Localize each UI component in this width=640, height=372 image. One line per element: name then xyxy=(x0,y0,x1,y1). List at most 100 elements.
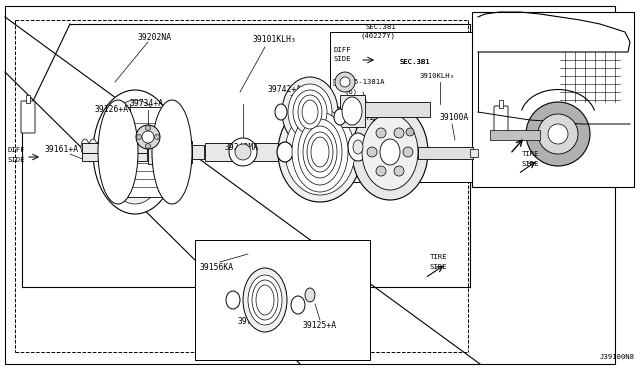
Ellipse shape xyxy=(285,109,355,195)
Ellipse shape xyxy=(376,166,386,176)
Bar xyxy=(205,143,285,161)
Text: 39155KA: 39155KA xyxy=(290,94,324,103)
Text: 08915-1381A: 08915-1381A xyxy=(333,79,385,85)
Text: 39161+A: 39161+A xyxy=(45,145,79,154)
Ellipse shape xyxy=(89,139,97,155)
FancyBboxPatch shape xyxy=(21,101,35,133)
Ellipse shape xyxy=(248,275,282,325)
Text: 39734+A: 39734+A xyxy=(130,99,164,109)
Ellipse shape xyxy=(548,124,568,144)
Text: SIDE: SIDE xyxy=(522,161,540,167)
Bar xyxy=(26,95,30,103)
Ellipse shape xyxy=(298,95,322,129)
Ellipse shape xyxy=(243,268,287,332)
Text: SEC.381: SEC.381 xyxy=(400,59,431,65)
Bar xyxy=(82,153,147,161)
Ellipse shape xyxy=(394,166,404,176)
Bar xyxy=(472,12,634,187)
Text: J39100N8: J39100N8 xyxy=(600,354,635,360)
Ellipse shape xyxy=(376,128,386,138)
Ellipse shape xyxy=(340,77,350,87)
Ellipse shape xyxy=(292,112,348,192)
Ellipse shape xyxy=(229,138,257,166)
Ellipse shape xyxy=(152,100,192,204)
Bar xyxy=(470,149,478,157)
Ellipse shape xyxy=(288,84,332,140)
Text: SEC.3B1: SEC.3B1 xyxy=(400,59,431,65)
Text: DIFF: DIFF xyxy=(8,147,26,153)
FancyBboxPatch shape xyxy=(494,106,508,138)
Text: 39126+A: 39126+A xyxy=(95,105,129,113)
Ellipse shape xyxy=(145,125,150,131)
Bar xyxy=(330,32,480,182)
Ellipse shape xyxy=(348,133,368,161)
Ellipse shape xyxy=(103,100,167,204)
Bar xyxy=(360,102,430,117)
Ellipse shape xyxy=(307,132,333,172)
Ellipse shape xyxy=(226,291,240,309)
Ellipse shape xyxy=(335,72,355,92)
Bar xyxy=(499,100,503,108)
Ellipse shape xyxy=(278,102,362,202)
Ellipse shape xyxy=(403,147,413,157)
Ellipse shape xyxy=(136,125,160,149)
Ellipse shape xyxy=(342,97,362,125)
Ellipse shape xyxy=(256,285,274,315)
Text: SIDE: SIDE xyxy=(8,157,26,163)
Ellipse shape xyxy=(93,90,177,214)
Text: 39125+A: 39125+A xyxy=(303,321,337,330)
Ellipse shape xyxy=(137,139,145,155)
Ellipse shape xyxy=(277,142,293,162)
Text: TIRE: TIRE xyxy=(522,151,540,157)
Text: 39242MA: 39242MA xyxy=(225,142,259,151)
Ellipse shape xyxy=(154,135,159,140)
Ellipse shape xyxy=(291,296,305,314)
Bar xyxy=(148,140,162,164)
Ellipse shape xyxy=(538,114,578,154)
Text: 39242+A: 39242+A xyxy=(342,112,376,122)
Bar xyxy=(82,143,147,153)
Ellipse shape xyxy=(293,90,327,134)
Ellipse shape xyxy=(105,139,113,155)
Ellipse shape xyxy=(282,77,338,147)
Text: TIRE: TIRE xyxy=(430,254,447,260)
Text: SIDE: SIDE xyxy=(430,264,447,270)
Ellipse shape xyxy=(97,139,105,155)
Text: 39101KLH₃: 39101KLH₃ xyxy=(253,35,297,45)
Text: SEC.381: SEC.381 xyxy=(366,24,397,30)
Text: 39100A: 39100A xyxy=(440,113,469,122)
Ellipse shape xyxy=(406,128,414,136)
Bar xyxy=(174,141,192,163)
Ellipse shape xyxy=(311,137,329,167)
Ellipse shape xyxy=(113,139,121,155)
Bar xyxy=(340,95,365,127)
Text: 39234+A: 39234+A xyxy=(370,119,404,128)
Text: 39742MA: 39742MA xyxy=(238,317,272,327)
Ellipse shape xyxy=(305,288,315,302)
Ellipse shape xyxy=(526,102,590,166)
Text: SIDE: SIDE xyxy=(333,56,351,62)
Ellipse shape xyxy=(302,100,318,124)
Ellipse shape xyxy=(367,147,377,157)
Ellipse shape xyxy=(275,104,287,120)
Ellipse shape xyxy=(394,128,404,138)
Ellipse shape xyxy=(142,131,154,143)
Text: DIFF: DIFF xyxy=(333,47,351,53)
Text: (6): (6) xyxy=(345,89,358,95)
Text: 39742+A: 39742+A xyxy=(268,86,302,94)
Bar xyxy=(163,145,173,159)
Ellipse shape xyxy=(362,114,418,190)
Ellipse shape xyxy=(334,109,346,125)
Ellipse shape xyxy=(121,139,129,155)
Text: (40227Y): (40227Y) xyxy=(360,33,395,39)
Ellipse shape xyxy=(353,140,363,154)
Ellipse shape xyxy=(298,119,342,185)
Ellipse shape xyxy=(145,144,150,148)
Text: 39156KA: 39156KA xyxy=(200,263,234,272)
Ellipse shape xyxy=(98,100,138,204)
Bar xyxy=(195,240,370,360)
Ellipse shape xyxy=(380,139,400,165)
Ellipse shape xyxy=(303,126,337,178)
Bar xyxy=(418,147,473,159)
Bar xyxy=(192,145,204,159)
